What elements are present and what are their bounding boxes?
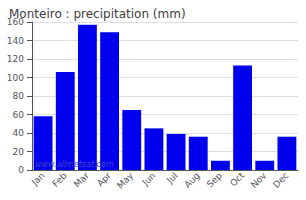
svg-text:100: 100 [7,73,24,83]
svg-text:20: 20 [13,147,25,157]
svg-text:40: 40 [13,128,25,138]
svg-text:80: 80 [13,91,25,101]
svg-text:Sep: Sep [205,170,224,189]
svg-text:www.allmetsat.com: www.allmetsat.com [35,160,114,169]
svg-text:Apr: Apr [95,170,113,188]
svg-text:Monteiro : precipitation (mm): Monteiro : precipitation (mm) [9,7,186,21]
svg-text:140: 140 [7,36,24,46]
svg-text:May: May [115,170,136,191]
svg-text:Jul: Jul [164,170,179,185]
svg-text:Oct: Oct [228,170,246,188]
svg-text:Nov: Nov [249,170,269,190]
svg-text:Aug: Aug [182,170,201,189]
svg-text:60: 60 [13,110,25,120]
svg-text:Jun: Jun [140,170,158,188]
svg-text:Jan: Jan [29,170,47,188]
svg-text:Feb: Feb [50,170,69,189]
svg-text:160: 160 [6,17,24,27]
svg-text:0: 0 [18,165,24,175]
svg-text:120: 120 [7,54,24,64]
svg-text:Mar: Mar [72,170,91,189]
svg-text:Dec: Dec [271,170,290,189]
